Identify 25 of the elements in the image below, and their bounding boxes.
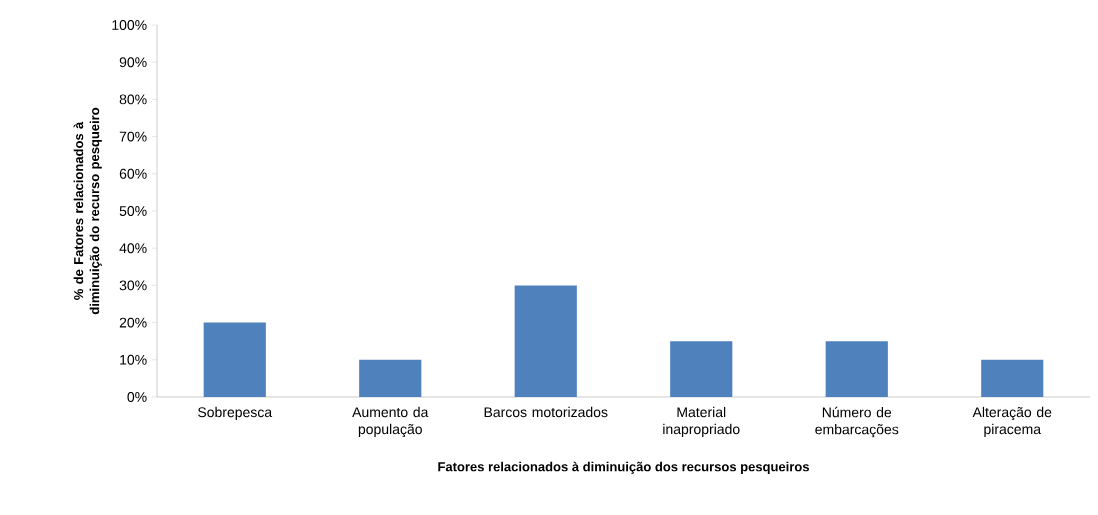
x-tick-label: Barcos motorizados: [484, 406, 608, 418]
y-tick-label: 20%: [119, 317, 147, 328]
bar: [203, 322, 266, 397]
x-tick-label: Alteração de piracema: [972, 406, 1052, 437]
x-tick-label: Material inapropriado: [663, 406, 740, 437]
x-tick-label: Aumento da população: [352, 406, 429, 437]
y-tick-label: 100%: [112, 20, 147, 30]
bar: [670, 341, 733, 397]
y-tick-label: 90%: [119, 57, 147, 68]
y-tick-label: 30%: [119, 280, 147, 291]
y-tick-label: 50%: [119, 206, 147, 216]
x-axis-title: Fatores relacionados à diminuição dos recursos pesqueiros: [438, 461, 809, 474]
x-tick-label: Sobrepesca: [198, 406, 273, 420]
y-tick-label: 0%: [127, 392, 147, 402]
bar: [981, 359, 1044, 397]
bar: [359, 359, 422, 397]
y-axis-title: % de Fatores relacionados à diminuição do recurso pesqueiro: [73, 107, 102, 315]
y-tick-label: 60%: [119, 168, 147, 179]
bar: [514, 285, 577, 397]
y-tick-label: 80%: [119, 94, 147, 105]
y-tick-label: 10%: [120, 354, 147, 365]
bar: [825, 341, 888, 397]
y-tick-label: 40%: [119, 243, 147, 254]
x-tick-label: Número de embarcações: [815, 406, 899, 438]
y-tick-label: 70%: [119, 131, 147, 142]
